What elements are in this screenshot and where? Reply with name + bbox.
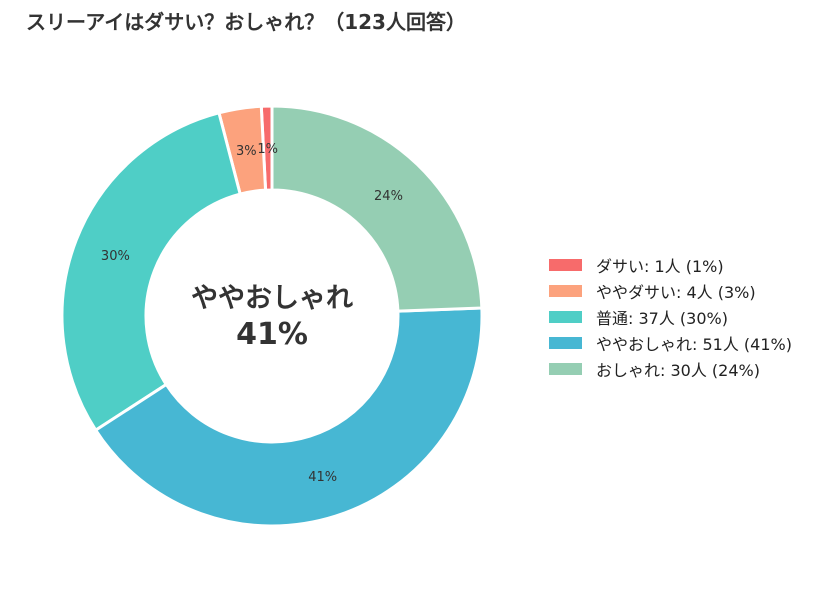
legend-label: おしゃれ: 30人 (24%) [596, 361, 760, 380]
slice-3 [60, 110, 242, 433]
slice-2-label: 3% [236, 144, 257, 159]
slice-4 [93, 306, 484, 528]
legend-item-3: 普通: 37人 (30%) [549, 304, 792, 330]
slice-5-label: 24% [374, 189, 403, 204]
legend-item-2: ややダサい: 4人 (3%) [549, 278, 792, 304]
donut-slices [60, 104, 484, 528]
slice-5 [270, 104, 484, 313]
legend-label: ややおしゃれ: 51人 (41%) [596, 335, 792, 354]
center-label-percent: 41% [236, 317, 308, 352]
chart-title: スリーアイはダサい？おしゃれ？（123人回答） [26, 10, 466, 34]
legend-item-5: おしゃれ: 30人 (24%) [549, 356, 792, 382]
legend-swatch [549, 311, 582, 323]
slice-3-label: 30% [101, 249, 130, 264]
legend-swatch [549, 285, 582, 297]
legend-swatch [549, 337, 582, 349]
legend-item-4: ややおしゃれ: 51人 (41%) [549, 330, 792, 356]
slice-percent-labels: 1%3% 30% 41% 24% [101, 142, 403, 485]
slice-4-label: 41% [308, 470, 337, 485]
chart-legend: ダサい: 1人 (1%) ややダサい: 4人 (3%) 普通: 37人 (30%) や… [549, 252, 792, 382]
legend-item-1: ダサい: 1人 (1%) [549, 252, 792, 278]
legend-label: ややダサい: 4人 (3%) [596, 283, 756, 302]
center-label-category: ややおしゃれ [191, 283, 353, 314]
legend-label: ダサい: 1人 (1%) [596, 257, 724, 276]
slice-1-label: 1% [257, 142, 278, 157]
legend-swatch [549, 259, 582, 271]
legend-swatch [549, 363, 582, 375]
legend-label: 普通: 37人 (30%) [596, 309, 728, 328]
